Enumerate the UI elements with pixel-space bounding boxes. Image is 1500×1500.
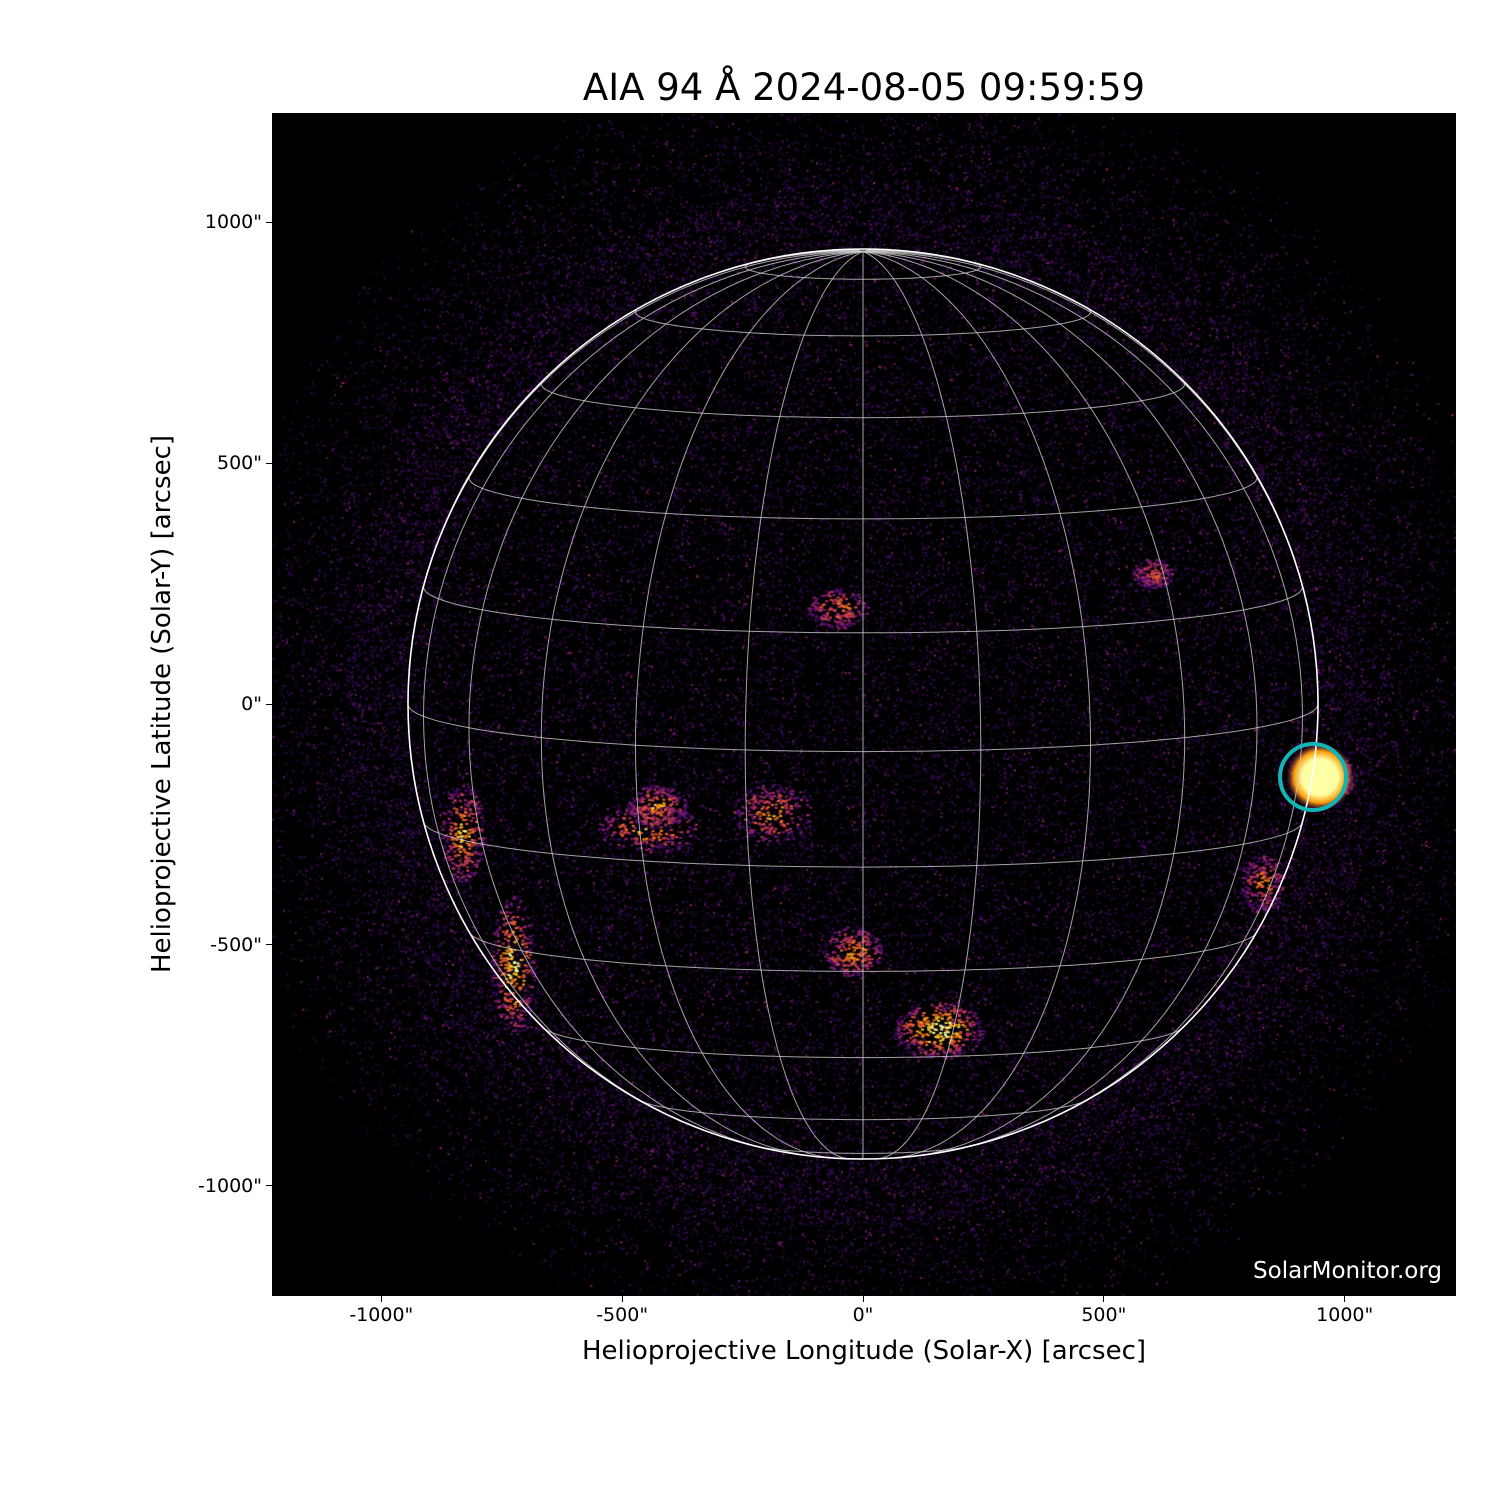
flare-marker-circle [1278, 742, 1348, 812]
x-tick-label: 500" [1081, 1304, 1127, 1326]
longitude-line [540, 251, 864, 1156]
y-axis-label: Helioprojective Latitude (Solar-Y) [arcs… [147, 434, 177, 974]
y-tick-label: -500" [210, 933, 262, 956]
longitude-line [744, 251, 864, 1159]
solar-limb [407, 248, 1319, 1160]
x-tick-mark [380, 1296, 382, 1302]
x-tick-label: 1000" [1316, 1304, 1374, 1326]
plot-title: AIA 94 Å 2024-08-05 09:59:59 [582, 66, 1146, 109]
x-tick-mark [862, 1296, 864, 1302]
watermark: SolarMonitor.org [1253, 1258, 1442, 1284]
x-tick-mark [1103, 1296, 1105, 1302]
y-tick-label: -1000" [198, 1174, 262, 1197]
longitude-line [862, 251, 1092, 1159]
y-tick-mark [266, 703, 272, 705]
longitude-line [407, 251, 864, 705]
longitude-line [862, 251, 1304, 1123]
y-tick-label: 500" [216, 452, 262, 475]
y-tick-mark [266, 944, 272, 946]
x-tick-label: -500" [596, 1304, 649, 1326]
longitude-line [634, 251, 864, 1159]
longitude-line [862, 251, 1258, 1153]
x-tick-label: -1000" [349, 1304, 414, 1326]
y-tick-mark [266, 1185, 272, 1187]
coordinate-grid [407, 248, 1348, 1160]
solar-image: SolarMonitor.org [272, 113, 1456, 1296]
longitude-line [862, 251, 982, 1159]
longitude-line [468, 251, 864, 1153]
x-axis-label: Helioprojective Longitude (Solar-X) [arc… [581, 1336, 1147, 1366]
x-tick-label: 0" [852, 1304, 874, 1326]
longitude-line [862, 251, 1186, 1156]
y-tick-mark [266, 221, 272, 223]
longitude-line [862, 251, 1319, 705]
y-tick-mark [266, 462, 272, 464]
x-tick-mark [621, 1296, 623, 1302]
y-tick-label: 1000" [204, 211, 262, 234]
longitude-line [422, 251, 864, 1123]
x-tick-mark [1344, 1296, 1346, 1302]
y-tick-label: 0" [241, 693, 262, 715]
